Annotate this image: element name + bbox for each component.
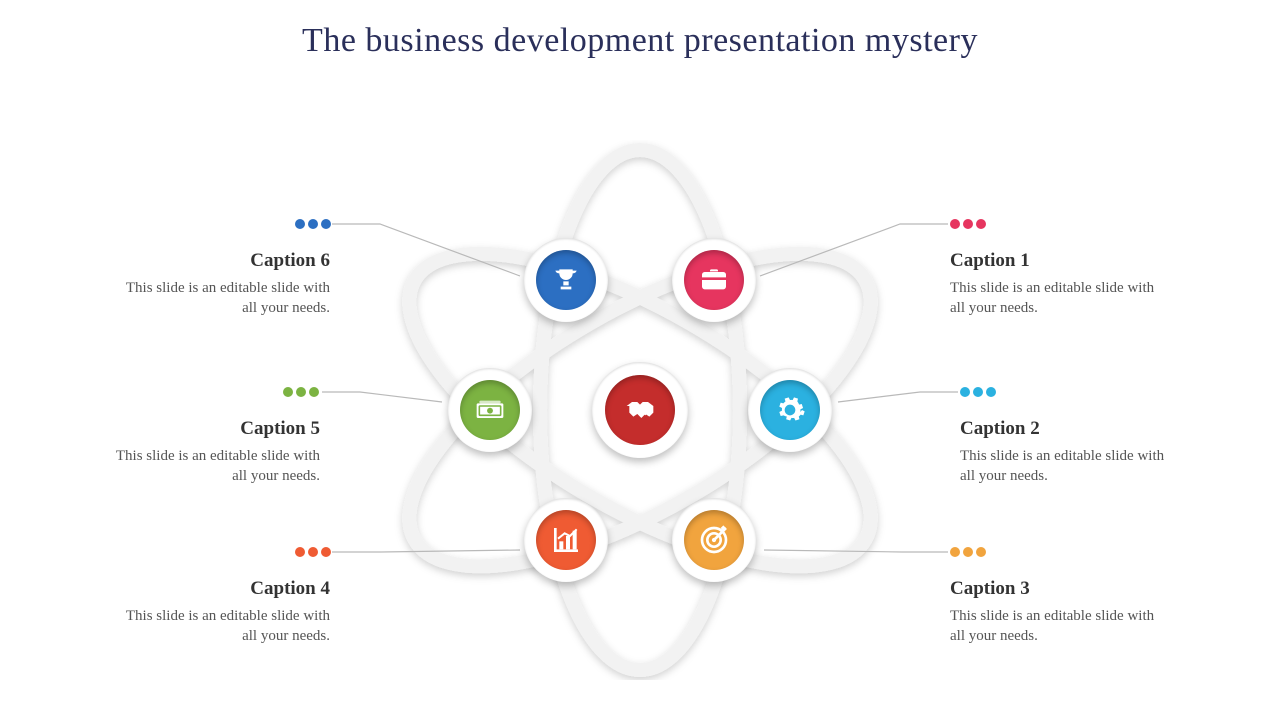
caption-body-6: This slide is an editable slide with all… [110,278,330,319]
caption-title-1: Caption 1 [950,250,1170,272]
node-5 [448,368,532,452]
caption-body-2: This slide is an editable slide with all… [960,446,1180,487]
connector-2 [838,392,958,402]
center-node [592,362,688,458]
caption-title-4: Caption 4 [110,578,330,600]
caption-dots-2 [960,387,996,397]
target-icon [698,524,730,556]
caption-body-3: This slide is an editable slide with all… [950,606,1170,647]
caption-6: Caption 6 This slide is an editable slid… [110,250,330,319]
trophy-icon [550,264,582,296]
caption-3: Caption 3 This slide is an editable slid… [950,578,1170,647]
node-2 [748,368,832,452]
caption-title-5: Caption 5 [100,418,320,440]
caption-4: Caption 4 This slide is an editable slid… [110,578,330,647]
connector-4 [332,550,520,552]
chart-icon [550,524,582,556]
node-1 [672,238,756,322]
caption-dots-5 [283,387,319,397]
connector-1 [760,224,948,276]
caption-body-5: This slide is an editable slide with all… [100,446,320,487]
caption-body-1: This slide is an editable slide with all… [950,278,1170,319]
caption-dots-3 [950,547,986,557]
connector-6 [332,224,520,276]
node-3 [672,498,756,582]
caption-dots-6 [295,219,331,229]
caption-title-3: Caption 3 [950,578,1170,600]
gear-icon [774,394,806,426]
money-icon [474,394,506,426]
caption-body-4: This slide is an editable slide with all… [110,606,330,647]
caption-dots-4 [295,547,331,557]
caption-5: Caption 5 This slide is an editable slid… [100,418,320,487]
caption-2: Caption 2 This slide is an editable slid… [960,418,1180,487]
node-6 [524,238,608,322]
caption-title-2: Caption 2 [960,418,1180,440]
briefcase-icon [698,264,730,296]
connector-5 [322,392,442,402]
handshake-icon [624,394,656,426]
node-4 [524,498,608,582]
caption-dots-1 [950,219,986,229]
atom-diagram: Caption 1 This slide is an editable slid… [0,100,1280,720]
connector-3 [764,550,948,552]
caption-1: Caption 1 This slide is an editable slid… [950,250,1170,319]
caption-title-6: Caption 6 [110,250,330,272]
page-title: The business development presentation my… [0,22,1280,60]
